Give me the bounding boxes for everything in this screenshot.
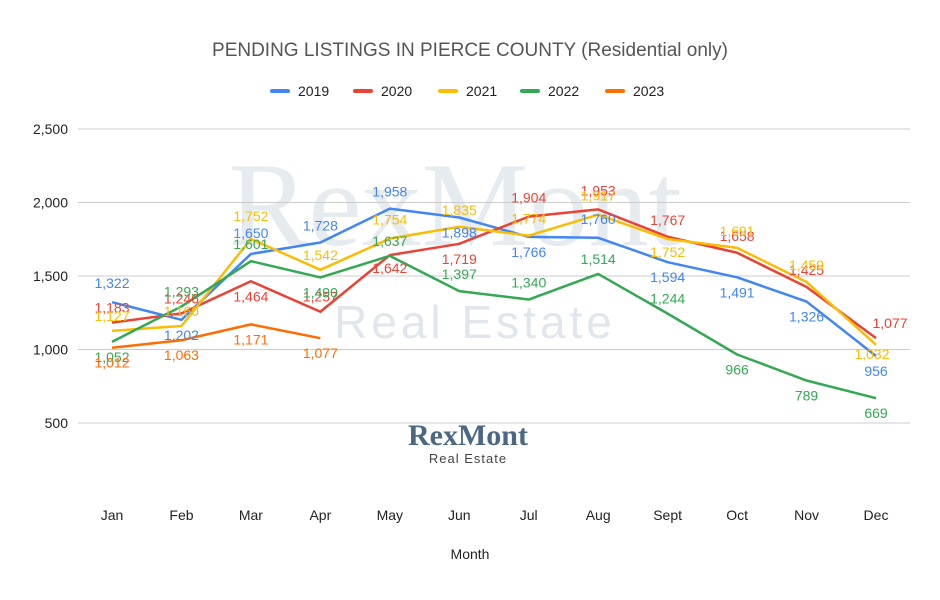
- data-label-2019: 1,322: [94, 275, 129, 291]
- data-label-2022: 1,637: [372, 233, 407, 249]
- series-line-2023: [111, 323, 321, 349]
- data-label-2023: 1,012: [94, 355, 129, 371]
- data-label-2019: 1,766: [511, 244, 546, 260]
- data-label-2021: 1,542: [303, 247, 338, 263]
- legend: 2019 2020 2021 2022 2023: [270, 83, 664, 99]
- y-tick-label: 500: [45, 415, 69, 431]
- y-tick-label: 2,000: [33, 195, 68, 211]
- data-label-2020: 1,077: [872, 315, 907, 331]
- data-label-2019: 1,594: [650, 269, 685, 285]
- data-label-2019: 1,202: [164, 327, 199, 343]
- data-label-2022: 1,490: [303, 284, 338, 300]
- data-label-2022: 1,397: [442, 266, 477, 282]
- data-label-2023: 1,171: [233, 331, 268, 347]
- y-tick-label: 2,500: [33, 121, 68, 137]
- data-label-2020: 1,953: [581, 182, 616, 198]
- data-label-2022: 1,340: [511, 275, 546, 291]
- watermark-tagline: Real Estate: [334, 296, 616, 348]
- data-label-2019: 1,491: [720, 284, 755, 300]
- x-tick-label: Jan: [101, 507, 124, 523]
- data-label-2021: 1,459: [789, 257, 824, 273]
- legend-label-2021: 2021: [466, 83, 497, 99]
- data-label-2020: 1,257: [303, 289, 338, 305]
- data-label-2019: 1,728: [303, 217, 338, 233]
- data-label-2022: 966: [725, 361, 749, 377]
- data-label-2020: 1,658: [720, 228, 755, 244]
- data-label-2019: 1,650: [233, 225, 268, 241]
- data-label-2020: 1,642: [372, 260, 407, 276]
- data-label-2020: 1,719: [442, 251, 477, 267]
- x-axis-label: Month: [451, 546, 490, 562]
- data-label-2021: 1,032: [854, 346, 889, 362]
- data-label-2019: 956: [864, 363, 888, 379]
- logo-brand: RexMont: [408, 419, 528, 452]
- data-label-2022: 789: [795, 388, 819, 404]
- x-tick-label: Mar: [239, 507, 263, 523]
- data-label-2020: 1,425: [789, 262, 824, 278]
- x-tick-label: Aug: [586, 507, 611, 523]
- x-tick-label: Jul: [520, 507, 538, 523]
- data-label-2022: 1,601: [233, 236, 268, 252]
- x-tick-label: Oct: [726, 507, 748, 523]
- x-axis-ticks: Jan Feb Mar Apr May Jun Jul Aug Sept Oct Nov Dec: [101, 507, 889, 523]
- series-line-2022: [111, 254, 877, 400]
- y-axis-ticks: 500 1,000 1,500 2,000 2,500: [33, 121, 68, 431]
- x-tick-label: Feb: [169, 507, 193, 523]
- data-label-2023: 1,063: [164, 347, 199, 363]
- rexmont-logo: RexMont Real Estate: [408, 419, 528, 466]
- data-label-2022: 1,514: [581, 251, 616, 267]
- legend-label-2022: 2022: [548, 83, 579, 99]
- data-label-2019: 1,326: [789, 309, 824, 325]
- y-tick-label: 1,500: [33, 268, 68, 284]
- chart-title: PENDING LISTINGS IN PIERCE COUNTY (Resid…: [212, 40, 728, 61]
- data-label-2021: 1,752: [233, 208, 268, 224]
- data-label-2021: 1,917: [581, 188, 616, 204]
- data-label-2020: 1,464: [233, 288, 268, 304]
- legend-label-2020: 2020: [381, 83, 412, 99]
- data-label-2023: 1,077: [303, 345, 338, 361]
- data-label-2019: 1,760: [581, 211, 616, 227]
- data-label-2022: 1,293: [164, 283, 199, 299]
- data-label-2019: 1,958: [372, 184, 407, 200]
- x-tick-label: May: [377, 507, 403, 523]
- series-lines: [111, 207, 877, 400]
- x-tick-label: Nov: [794, 507, 819, 523]
- data-label-2022: 1,244: [650, 291, 685, 307]
- data-label-2020: 1,904: [511, 190, 546, 206]
- legend-label-2023: 2023: [633, 83, 664, 99]
- series-line-2019: [111, 207, 877, 357]
- data-label-2021: 1,835: [442, 202, 477, 218]
- data-label-2021: 1,752: [650, 244, 685, 260]
- grid: [78, 128, 910, 424]
- data-label-2021: 1,160: [164, 303, 199, 319]
- data-label-2020: 1,246: [164, 290, 199, 306]
- x-tick-label: Sept: [653, 507, 682, 523]
- legend-label-2019: 2019: [298, 83, 329, 99]
- data-label-2021: 1,127: [94, 308, 129, 324]
- data-label-2020: 1,767: [650, 212, 685, 228]
- x-tick-label: Apr: [309, 507, 331, 523]
- data-label-2021: 1,774: [511, 211, 546, 227]
- series-line-2021: [111, 213, 877, 346]
- watermark-brand: RexMont: [228, 138, 681, 271]
- logo-tagline: Real Estate: [429, 451, 507, 466]
- x-tick-label: Dec: [864, 507, 889, 523]
- data-label-2019: 1,898: [442, 224, 477, 240]
- data-label-2022: 669: [864, 405, 888, 421]
- data-label-2021: 1,754: [372, 212, 407, 228]
- data-label-2022: 1,052: [94, 349, 129, 365]
- watermark: RexMont Real Estate: [228, 138, 681, 348]
- data-labels: 1,322 1,202 1,650 1,728 1,958 1,898 1,766 1,760…: [94, 182, 907, 421]
- data-label-2021: 1,691: [720, 223, 755, 239]
- y-tick-label: 1,000: [33, 342, 68, 358]
- x-tick-label: Jun: [448, 507, 471, 523]
- data-label-2020: 1,183: [94, 300, 129, 316]
